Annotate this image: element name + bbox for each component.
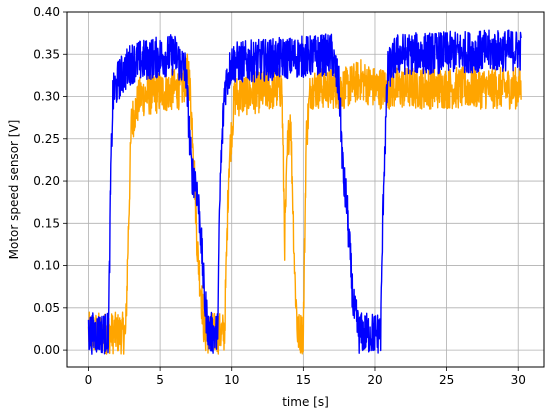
blue-series-line: [87, 29, 522, 355]
x-axis-label: time [s]: [282, 395, 329, 409]
y-tick-label: 0.35: [33, 47, 60, 61]
y-tick-label: 0.00: [33, 343, 60, 357]
x-tick-label: 0: [85, 373, 93, 387]
orange-series-line: [87, 53, 522, 355]
y-tick-label: 0.30: [33, 90, 60, 104]
series-layer: [87, 29, 522, 355]
y-tick-label: 0.10: [33, 259, 60, 273]
y-tick-label: 0.40: [33, 5, 60, 19]
x-tick-label: 5: [156, 373, 164, 387]
y-tick-label: 0.05: [33, 301, 60, 315]
x-tick-label: 30: [511, 373, 526, 387]
x-tick-label: 15: [296, 373, 311, 387]
y-tick-label: 0.25: [33, 132, 60, 146]
y-tick-label: 0.20: [33, 174, 60, 188]
y-axis-label: Motor speed sensor [V]: [7, 120, 21, 260]
x-tick-label: 20: [367, 373, 382, 387]
axis-ticks: 0 5 10 15 20 25 30 0.00 0.05 0.10 0.15 0.20 0.25 0.30…: [33, 5, 526, 387]
x-tick-label: 10: [224, 373, 239, 387]
y-tick-label: 0.15: [33, 216, 60, 230]
plot-frame: [66, 11, 545, 368]
x-tick-label: 25: [439, 373, 454, 387]
